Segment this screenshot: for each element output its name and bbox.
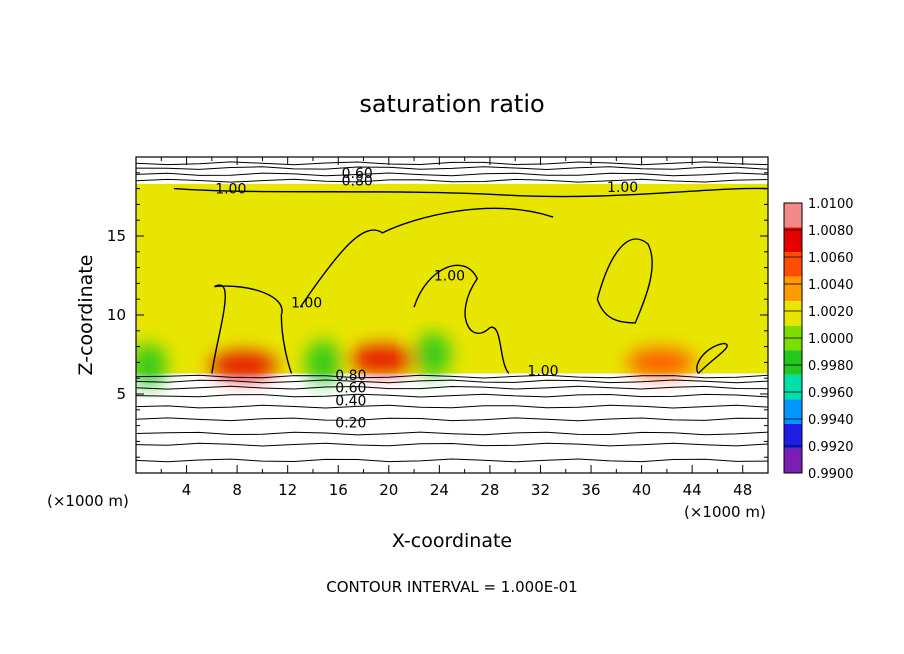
colorbar: 1.0100 1.0080 1.0060 1.0040 1.0020 1.0000 0.99… [783, 197, 854, 482]
contour-label: 0.20 [335, 415, 366, 431]
contour-line [136, 431, 768, 436]
x-tick-label: 12 [278, 481, 297, 499]
x-tick-label: 16 [329, 481, 348, 499]
contour-line [173, 187, 768, 198]
colorbar-label: 1.0100 [808, 197, 854, 212]
contour-line [136, 178, 768, 183]
x-tick-label: 24 [430, 481, 449, 499]
field-hot-spot [626, 348, 695, 377]
contour-labels: 0.600.801.00 1.001.001.001.000.800.600.40… [215, 166, 638, 432]
x-unit-right: (×1000 m) [684, 503, 766, 521]
contour-line [136, 161, 768, 166]
contour-line [136, 393, 768, 398]
colorbar-label: 0.9920 [808, 440, 854, 455]
contour-label: 1.00 [527, 363, 558, 379]
colorbar-label: 1.0040 [808, 278, 854, 293]
x-tick-label: 44 [683, 481, 702, 499]
contour-line [136, 374, 768, 379]
colorbar-swatch [784, 374, 802, 400]
colorbar-swatch [784, 203, 802, 228]
contour-interval-note: CONTOUR INTERVAL = 1.000E-01 [326, 578, 577, 596]
colorbar-swatch [784, 227, 802, 253]
plot-area: 0.600.801.00 1.001.001.001.000.800.600.40… [107, 156, 769, 499]
contour-label: 0.60 [335, 381, 366, 397]
x-tick-label: 32 [531, 481, 550, 499]
colorbar-label: 0.9900 [808, 467, 854, 482]
colorbar-swatch [784, 276, 802, 302]
colorbar-swatch [784, 252, 802, 277]
colorbar-label: 1.0000 [808, 332, 854, 347]
colorbar-swatch [784, 448, 802, 473]
y-axis-ticks: 5 10 15 [107, 172, 768, 458]
colorbar-label: 0.9960 [808, 386, 854, 401]
contour-line [596, 238, 653, 324]
contour-line [136, 172, 768, 177]
colorbar-swatch [784, 399, 802, 424]
colorbar-label: 0.9940 [808, 413, 854, 428]
contour-line [413, 264, 510, 374]
y-axis-label: Z-coordinate [75, 255, 97, 376]
y-tick-label: 5 [116, 385, 126, 403]
contour-label: 0.80 [342, 174, 373, 190]
x-axis-label: X-coordinate [392, 530, 512, 552]
colorbar-label: 0.9980 [808, 359, 854, 374]
colorbar-label: 1.0060 [808, 251, 854, 266]
contour-label: 0.80 [335, 368, 366, 384]
contour-line [136, 379, 768, 384]
colorbar-label: 1.0080 [808, 224, 854, 239]
x-axis-ticks: 4 8 12 16 20 24 28 32 36 40 44 48 [160, 157, 752, 499]
field-cool-spot [305, 340, 342, 385]
x-unit-left: (×1000 m) [47, 492, 129, 510]
contour-label: 1.00 [215, 182, 246, 198]
contour-label: 0.40 [335, 393, 366, 409]
colorbar-swatch [784, 423, 802, 449]
contour-line [136, 417, 768, 422]
contour-label: 1.00 [607, 180, 638, 196]
x-tick-label: 28 [480, 481, 499, 499]
y-tick-label: 15 [107, 227, 126, 245]
x-tick-label: 20 [379, 481, 398, 499]
colorbar-label: 1.0020 [808, 305, 854, 320]
field-hot-spot [209, 351, 278, 380]
colorbar-swatch [784, 301, 802, 326]
contour-line [136, 166, 768, 171]
contour-label: 1.00 [291, 295, 322, 311]
contour-line [136, 458, 768, 463]
chart-title: saturation ratio [359, 90, 544, 118]
field-cool-spot [415, 332, 452, 377]
contour-label: 1.00 [434, 269, 465, 285]
contour-line [136, 404, 768, 409]
contour-label: 0.60 [342, 166, 373, 182]
contour-line [211, 284, 293, 374]
x-tick-label: 4 [182, 481, 192, 499]
contour-lines [136, 161, 768, 463]
field-base [136, 183, 768, 374]
field-hot-spot [348, 345, 417, 374]
contour-line [136, 385, 768, 390]
contour-line [136, 442, 768, 447]
x-tick-label: 8 [232, 481, 242, 499]
contour-line [696, 342, 728, 374]
x-tick-label: 40 [632, 481, 651, 499]
contour-line [299, 207, 554, 308]
x-tick-label: 48 [733, 481, 752, 499]
y-tick-label: 10 [107, 306, 126, 324]
colorbar-swatch [784, 350, 802, 375]
x-tick-label: 36 [581, 481, 600, 499]
